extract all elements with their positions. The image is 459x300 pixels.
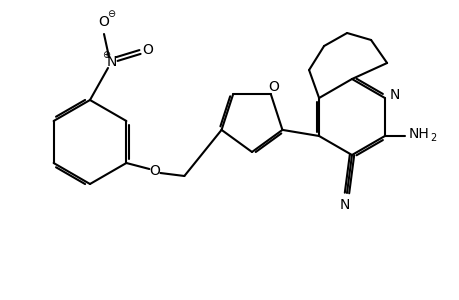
Text: 2: 2 [429,133,435,143]
Text: ⊕: ⊕ [102,50,110,60]
Text: NH: NH [408,127,428,141]
Text: O: O [98,15,109,29]
Text: ⊖: ⊖ [106,9,115,19]
Text: O: O [149,164,159,178]
Text: N: N [389,88,399,102]
Text: O: O [142,43,153,57]
Text: N: N [106,55,117,69]
Text: N: N [339,198,349,212]
Text: O: O [268,80,279,94]
